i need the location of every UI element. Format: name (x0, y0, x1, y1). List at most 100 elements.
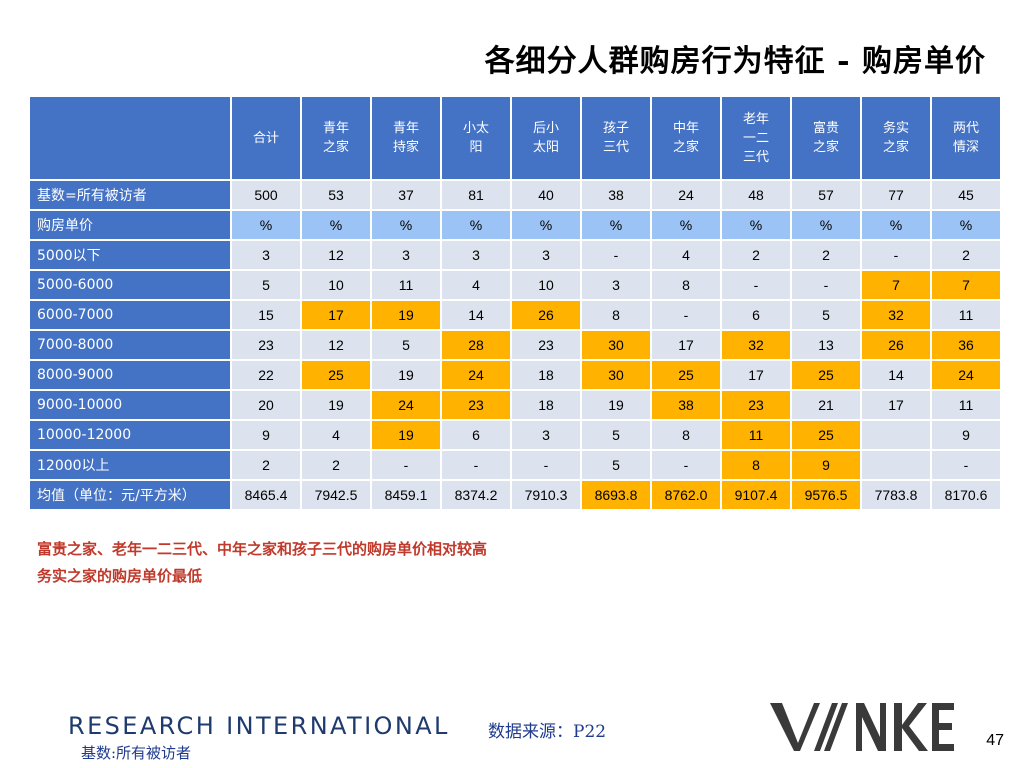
table-cell: 500 (230, 179, 302, 211)
table-cell: - (930, 449, 1002, 481)
table-cell: % (650, 209, 722, 241)
column-header: 中年 之家 (650, 95, 722, 181)
column-header-label: 青年 之家 (322, 121, 349, 155)
table-cell (860, 419, 932, 451)
research-international-logo: RESEARCH INTERNATIONAL (68, 712, 450, 740)
table-cell: 10 (510, 269, 582, 301)
note-line: 富贵之家、老年一二三代、中年之家和孩子三代的购房单价相对较高 (37, 540, 488, 558)
table-cell: 38 (580, 179, 652, 211)
column-header-label: 富贵 之家 (812, 121, 839, 155)
highlighted-cell: 38 (650, 389, 722, 421)
note-line: 务实之家的购房单价最低 (37, 567, 203, 585)
base-note: 基数:所有被访者 (81, 744, 192, 762)
table-cell: 5 (580, 419, 652, 451)
table-header-row: 合计 青年 之家 青年 持家 小太 阳 后小 太阳 孩子 三代 中年 之家 老年 一二 三代 富… (28, 95, 1002, 181)
table-cell: 2 (790, 239, 862, 271)
highlighted-cell: 28 (440, 329, 512, 361)
data-source: 数据来源：P22 (488, 722, 607, 742)
highlighted-cell: 24 (930, 359, 1002, 391)
table-cell: 81 (440, 179, 512, 211)
table-cell: 8 (580, 299, 652, 331)
highlighted-cell: 26 (510, 299, 582, 331)
table-cell: 8465.4 (230, 479, 302, 511)
header-corner (28, 95, 232, 181)
table-row: 5000以下 3 12 3 3 3-4 2 2-2 (28, 239, 1002, 271)
table-cell: - (510, 449, 582, 481)
table-cell: 21 (790, 389, 862, 421)
table-cell: 40 (510, 179, 582, 211)
table-cell: 7783.8 (860, 479, 932, 511)
row-label: 5000以下 (28, 239, 232, 271)
table-row: 5000-6000 5 10 11 4 10 3 8- -7 7 (28, 269, 1002, 301)
table-cell: 53 (300, 179, 372, 211)
column-header-label: 两代 情深 (952, 121, 979, 155)
highlighted-cell: 36 (930, 329, 1002, 361)
table-cell: 18 (510, 359, 582, 391)
column-header-label: 老年 一二 三代 (742, 111, 769, 165)
table-cell: - (650, 449, 722, 481)
table-cell: 2 (720, 239, 792, 271)
row-label: 购房单价 (28, 209, 232, 241)
table-cell: - (860, 239, 932, 271)
table-cell: 8 (650, 269, 722, 301)
table-cell: % (440, 209, 512, 241)
column-header: 孩子 三代 (580, 95, 652, 181)
table-cell: % (860, 209, 932, 241)
column-header-label: 后小 太阳 (532, 121, 559, 155)
table-cell: 4 (440, 269, 512, 301)
table-cell: 3 (510, 419, 582, 451)
column-header: 青年 持家 (370, 95, 442, 181)
highlighted-cell: 25 (300, 359, 372, 391)
highlighted-cell: 9 (790, 449, 862, 481)
table-cell: - (650, 299, 722, 331)
highlighted-cell: 32 (720, 329, 792, 361)
column-header: 后小 太阳 (510, 95, 582, 181)
table-cell: 9 (230, 419, 302, 451)
table-cell: 6 (440, 419, 512, 451)
table-row: 均值（单位：元/平方米） 8465.4 7942.5 8459.1 8374.2 7910… (28, 479, 1002, 511)
table-cell: 3 (230, 239, 302, 271)
table-cell: 8374.2 (440, 479, 512, 511)
column-header: 富贵 之家 (790, 95, 862, 181)
table-cell: 77 (860, 179, 932, 211)
column-header-label: 合计 (252, 130, 279, 146)
table-cell: - (790, 269, 862, 301)
table-cell: 23 (230, 329, 302, 361)
highlighted-cell: 25 (790, 359, 862, 391)
table-cell: 18 (510, 389, 582, 421)
table-cell: 7942.5 (300, 479, 372, 511)
highlighted-cell: 23 (720, 389, 792, 421)
highlighted-cell: 17 (300, 299, 372, 331)
column-header-label: 务实 之家 (882, 121, 909, 155)
table-cell: % (790, 209, 862, 241)
table-cell: 13 (790, 329, 862, 361)
column-header-label: 孩子 三代 (602, 121, 629, 155)
slide-title: 各细分人群购房行为特征 - 购房单价 (484, 44, 986, 79)
table-cell: 8170.6 (930, 479, 1002, 511)
row-label: 6000-7000 (28, 299, 232, 331)
table-cell: 48 (720, 179, 792, 211)
table-row: 基数=所有被访者 500 53 37 81 40 38 24 48 57 77 45 (28, 179, 1002, 211)
column-header: 青年 之家 (300, 95, 372, 181)
table-cell: 17 (860, 389, 932, 421)
highlighted-cell: 11 (720, 419, 792, 451)
table-cell: 37 (370, 179, 442, 211)
table-cell: 8459.1 (370, 479, 442, 511)
table-cell: 17 (650, 329, 722, 361)
row-label: 10000-12000 (28, 419, 232, 451)
table-cell: 11 (930, 299, 1002, 331)
table-row: 9000-10000 20 19 24 23 18 19 38 23 21 17 11 (28, 389, 1002, 421)
table-cell: 19 (370, 359, 442, 391)
row-label: 均值（单位：元/平方米） (28, 479, 232, 511)
table-cell: 45 (930, 179, 1002, 211)
table-cell: 19 (300, 389, 372, 421)
table-cell: 15 (230, 299, 302, 331)
table-cell: - (580, 239, 652, 271)
table-cell: 14 (860, 359, 932, 391)
column-header-label: 青年 持家 (392, 121, 419, 155)
table-cell: - (370, 449, 442, 481)
table-cell: 3 (510, 239, 582, 271)
table-cell: 12 (300, 239, 372, 271)
row-label: 8000-9000 (28, 359, 232, 391)
highlighted-cell: 30 (580, 329, 652, 361)
